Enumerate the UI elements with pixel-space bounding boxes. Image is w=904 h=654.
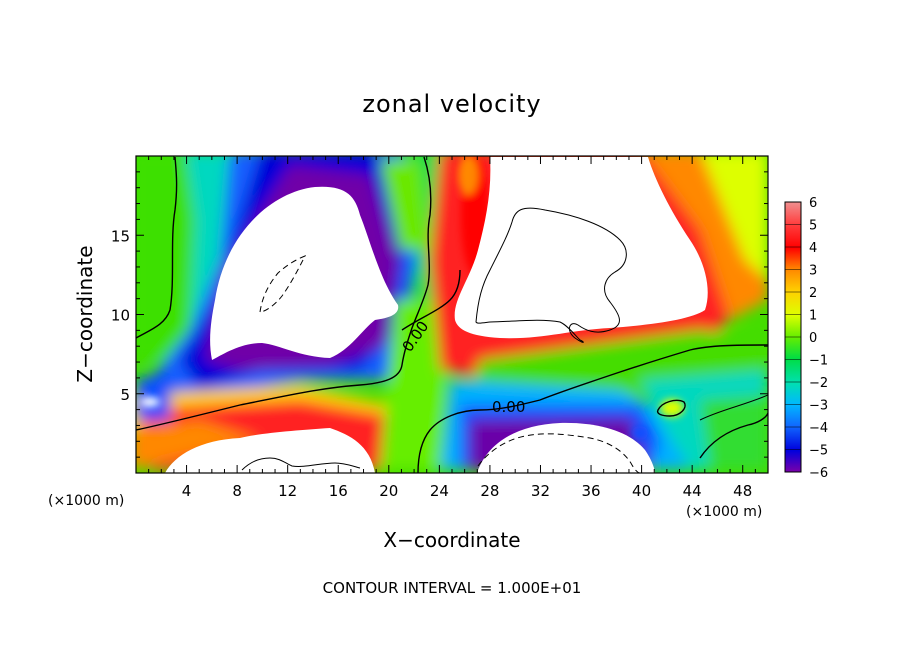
colorbar-label: 3 <box>809 264 817 279</box>
y-axis-label: Z−coordinate <box>73 245 97 382</box>
x-tick-label: 4 <box>182 482 192 500</box>
contour-lines-dashed <box>259 255 641 473</box>
y-tick-label: 10 <box>111 307 130 325</box>
x-tick-label: 48 <box>733 482 752 500</box>
contour-label: 0.00 <box>492 398 525 416</box>
y-tick-label: 15 <box>111 227 130 245</box>
x-tick-label: 44 <box>683 482 702 500</box>
x-tick-label: 40 <box>632 482 651 500</box>
x-axis: 4 8 12 16 20 24 28 32 36 40 44 48 <box>148 156 756 500</box>
y-tick-label: 5 <box>120 386 130 404</box>
colorbar-label: 0 <box>809 331 817 346</box>
x-tick-label: 36 <box>581 482 600 500</box>
x-tick-label: 32 <box>531 482 550 500</box>
colorbar-label: −2 <box>809 376 828 391</box>
colorbar-label: 4 <box>809 241 817 256</box>
x-tick-label: 12 <box>278 482 297 500</box>
colorbar-label: 5 <box>809 219 817 234</box>
colorbar-label: −4 <box>809 421 828 436</box>
x-tick-label: 8 <box>232 482 242 500</box>
colorbar-label: 1 <box>809 309 817 324</box>
colorbar: 6 5 4 3 2 1 0 −1 −2 −3 −4 −5 −6 <box>784 196 828 481</box>
x-tick-label: 20 <box>379 482 398 500</box>
colorbar-label: 2 <box>809 286 817 301</box>
x-tick-label: 24 <box>430 482 449 500</box>
chart-title: zonal velocity <box>362 90 541 118</box>
x-axis-unit: (×1000 m) <box>686 504 762 520</box>
x-tick-label: 28 <box>480 482 499 500</box>
contour-lines <box>136 156 768 473</box>
colorbar-label: −3 <box>809 399 828 414</box>
colorbar-label: −1 <box>809 354 828 369</box>
x-axis-label: X−coordinate <box>383 528 520 552</box>
x-axis-unit-left: (×1000 m) <box>48 493 124 509</box>
x-tick-label: 16 <box>329 482 348 500</box>
heatmap-field <box>136 156 768 473</box>
colorbar-label: −6 <box>809 466 828 481</box>
colorbar-label: 6 <box>809 196 817 211</box>
contour-interval-note: CONTOUR INTERVAL = 1.000E+01 <box>323 579 582 597</box>
colorbar-label: −5 <box>809 444 828 459</box>
contour-lines-thin <box>241 207 627 471</box>
y-axis: 5 10 15 <box>111 171 768 458</box>
